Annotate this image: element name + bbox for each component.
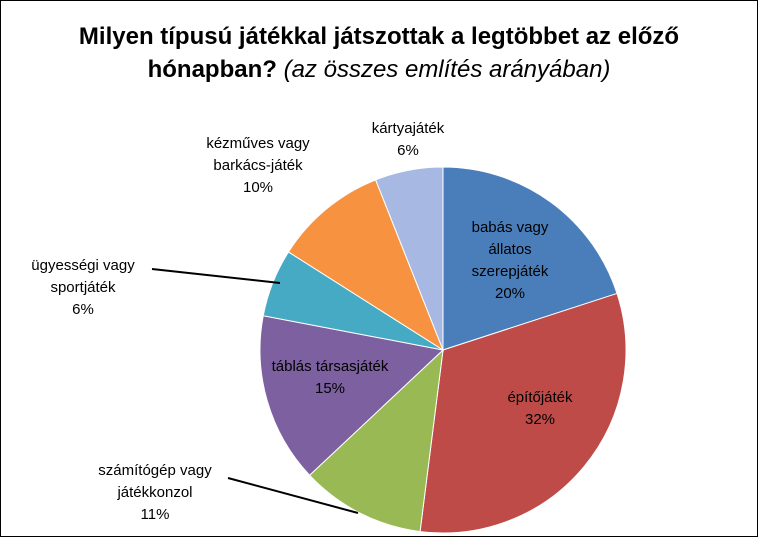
slice-percent-1: 32% [525, 411, 555, 428]
slice-label-line: kézműves vagy [206, 135, 310, 152]
pie-slice-6 [374, 166, 444, 351]
slice-percent-6: 6% [397, 142, 419, 159]
slice-percent-0: 20% [495, 285, 525, 302]
slice-percent-5: 10% [243, 179, 273, 196]
pie-slice-3 [259, 315, 445, 476]
chart-title: Milyen típusú játékkal játszottak a legt… [0, 20, 758, 86]
slice-label-line: sportjáték [50, 279, 116, 296]
slice-label-line: számítógép vagy [98, 462, 212, 479]
leader-line-2 [227, 477, 359, 514]
slice-percent-3: 15% [315, 380, 345, 397]
slice-label-line: babás vagy [472, 219, 549, 236]
pie-slice-2 [308, 348, 444, 533]
slice-label-0: babás vagy állatos szerepjáték 20% [472, 219, 549, 302]
slice-percent-4: 6% [72, 301, 94, 318]
slice-label-line: játékkonzol [116, 484, 192, 501]
slice-label-3: táblás társasjáték 15% [272, 358, 389, 397]
slice-label-4: ügyességi vagy sportjáték 6% [31, 257, 135, 318]
slice-label-5: kézműves vagy barkács-játék 10% [206, 135, 310, 196]
slice-label-line: építőjáték [507, 389, 573, 406]
slice-label-line: táblás társasjáték [272, 358, 389, 375]
slice-label-line: szerepjáték [472, 263, 549, 280]
slice-label-line: ügyességi vagy [31, 257, 135, 274]
chart-title-line-1: Milyen típusú játékkal játszottak a legt… [78, 23, 680, 50]
slice-label-line: barkács-játék [213, 157, 303, 174]
leader-line-4 [151, 268, 281, 284]
slice-label-1: építőjáték 32% [507, 389, 573, 428]
slice-percent-2: 11% [141, 506, 170, 523]
chart-title-line-2: hónapban? [147, 56, 277, 83]
pie-slice-0 [442, 166, 618, 351]
slice-label-line: állatos [488, 241, 531, 258]
slice-label-6: kártyajáték 6% [372, 120, 445, 159]
pie-slice-1 [419, 292, 627, 534]
chart-subtitle: (az összes említés arányában) [283, 56, 611, 83]
pie-slice-5 [287, 179, 445, 352]
slice-label-line: kártyajáték [372, 120, 445, 137]
slice-label-2: számítógép vagy játékkonzol 11% [98, 462, 212, 523]
